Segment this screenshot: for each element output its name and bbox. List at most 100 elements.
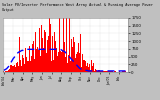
Bar <box>122 71 123 72</box>
Bar <box>77 52 78 72</box>
Bar <box>61 52 62 72</box>
Bar <box>26 57 27 72</box>
Bar <box>33 41 34 72</box>
Bar <box>23 58 24 72</box>
Bar <box>35 32 36 72</box>
Bar <box>86 66 87 72</box>
Bar <box>59 18 60 72</box>
Bar <box>100 71 101 72</box>
Bar <box>97 71 98 72</box>
Bar <box>83 60 84 72</box>
Bar <box>37 47 38 72</box>
Bar <box>110 71 111 72</box>
Bar <box>20 60 21 72</box>
Bar <box>93 63 94 72</box>
Bar <box>46 53 47 72</box>
Bar <box>31 56 32 72</box>
Bar <box>111 71 112 72</box>
Bar <box>87 62 88 72</box>
Bar <box>49 18 50 72</box>
Bar <box>55 41 56 72</box>
Bar <box>104 71 105 72</box>
Bar <box>71 39 72 72</box>
Bar <box>39 28 40 72</box>
Bar <box>82 54 83 72</box>
Bar <box>98 70 99 72</box>
Bar <box>34 59 35 72</box>
Bar <box>108 71 109 72</box>
Bar <box>41 25 42 72</box>
Bar <box>27 61 28 72</box>
Bar <box>42 38 43 72</box>
Bar <box>85 61 86 72</box>
Bar <box>95 69 96 72</box>
Bar <box>84 60 85 72</box>
Bar <box>124 71 125 72</box>
Bar <box>123 71 124 72</box>
Bar <box>15 67 16 72</box>
Bar <box>25 48 26 72</box>
Bar <box>63 18 64 72</box>
Bar <box>75 58 76 72</box>
Bar <box>24 64 25 72</box>
Bar <box>88 67 89 72</box>
Bar <box>30 61 31 72</box>
Bar <box>29 46 30 72</box>
Bar <box>112 71 113 72</box>
Bar <box>91 60 92 72</box>
Bar <box>56 48 57 72</box>
Bar <box>36 49 37 72</box>
Bar <box>32 44 33 72</box>
Bar <box>80 34 81 72</box>
Bar <box>69 18 70 72</box>
Bar <box>21 66 22 72</box>
Bar <box>17 62 18 72</box>
Bar <box>65 57 66 72</box>
Bar <box>47 40 48 72</box>
Bar <box>28 61 29 72</box>
Bar <box>68 55 69 72</box>
Bar <box>67 63 68 72</box>
Bar <box>114 71 115 72</box>
Bar <box>102 71 103 72</box>
Bar <box>109 71 110 72</box>
Bar <box>13 66 14 72</box>
Bar <box>52 36 53 72</box>
Bar <box>81 67 82 72</box>
Bar <box>101 71 102 72</box>
Bar <box>76 54 77 72</box>
Bar <box>70 61 71 72</box>
Bar <box>99 70 100 72</box>
Bar <box>53 60 54 72</box>
Bar <box>64 42 65 72</box>
Bar <box>66 18 67 72</box>
Bar <box>11 66 12 72</box>
Bar <box>50 24 51 72</box>
Bar <box>54 32 55 72</box>
Bar <box>74 42 75 72</box>
Bar <box>12 66 13 72</box>
Bar <box>45 32 46 72</box>
Bar <box>16 63 17 72</box>
Bar <box>5 71 6 72</box>
Bar <box>40 56 41 72</box>
Bar <box>62 51 63 72</box>
Bar <box>96 70 97 72</box>
Bar <box>43 48 44 72</box>
Bar <box>48 36 49 72</box>
Bar <box>90 70 91 72</box>
Bar <box>51 61 52 72</box>
Bar <box>78 43 79 72</box>
Bar <box>89 64 90 72</box>
Bar <box>79 53 80 72</box>
Bar <box>6 71 7 72</box>
Bar <box>94 71 95 72</box>
Bar <box>57 56 58 72</box>
Text: Solar PV/Inverter Performance West Array Actual & Running Average Power Output: Solar PV/Inverter Performance West Array… <box>2 3 152 12</box>
Bar <box>92 66 93 72</box>
Bar <box>44 30 45 72</box>
Bar <box>8 70 9 72</box>
Bar <box>72 47 73 72</box>
Bar <box>14 65 15 72</box>
Bar <box>18 66 19 72</box>
